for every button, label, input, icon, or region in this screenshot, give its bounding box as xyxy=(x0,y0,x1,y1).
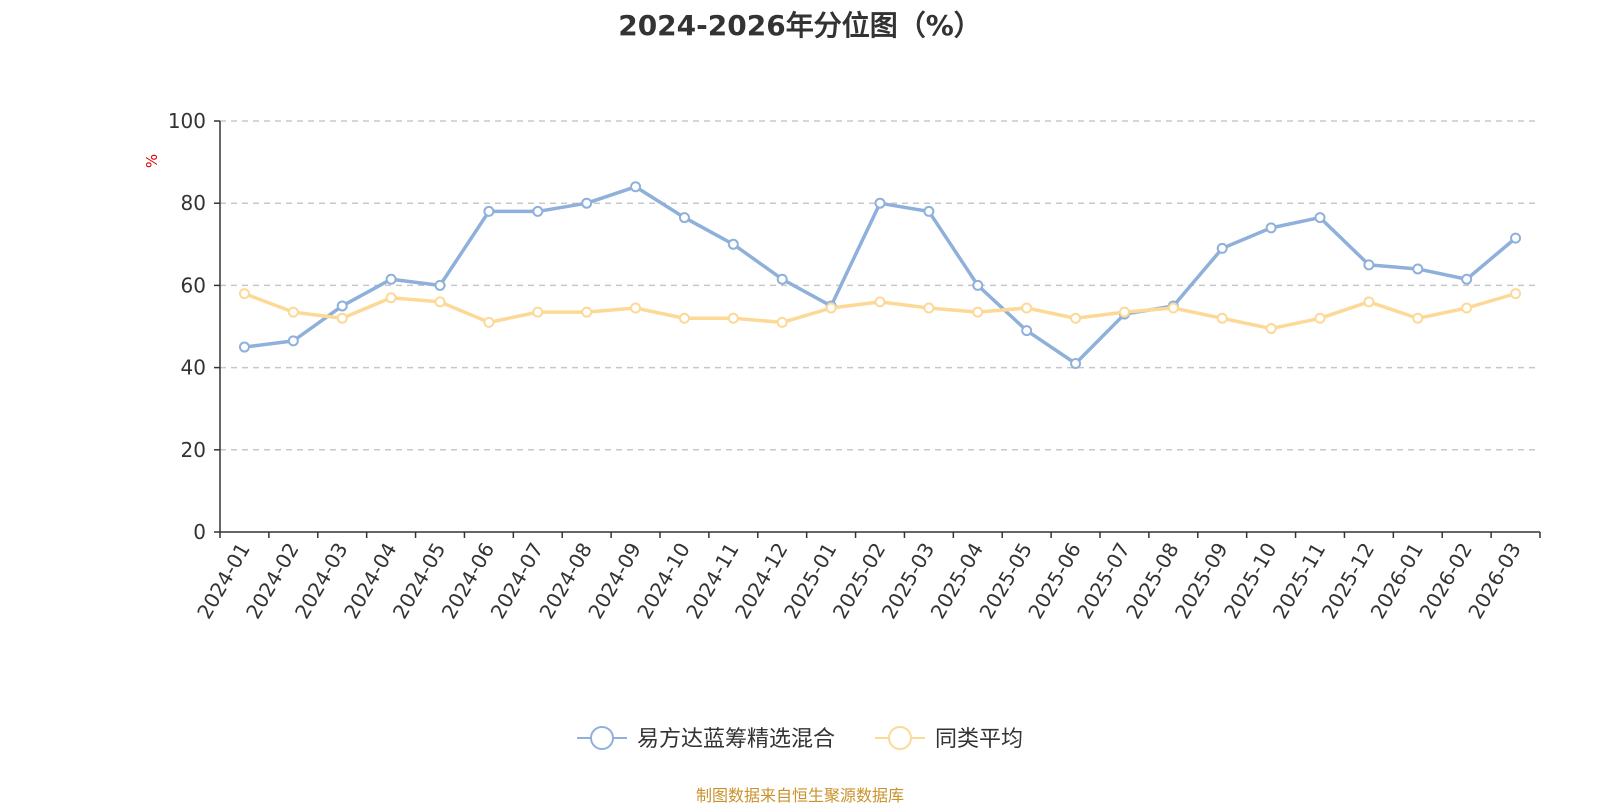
series-line-1 xyxy=(244,185,1517,366)
data-point-series-2 xyxy=(678,312,690,324)
data-point-series-1 xyxy=(287,335,299,347)
series-layer xyxy=(238,181,1522,369)
data-point-series-2 xyxy=(1070,312,1082,324)
y-axis-unit: % xyxy=(143,154,161,168)
data-point-series-1 xyxy=(532,205,544,217)
data-point-series-2 xyxy=(727,312,739,324)
data-point-series-2 xyxy=(287,306,299,318)
x-tick-labels: 2024-012024-022024-032024-042024-052024-… xyxy=(192,539,1526,623)
data-point-series-1 xyxy=(238,341,250,353)
data-point-series-2 xyxy=(1461,302,1473,314)
legend-marker xyxy=(590,726,614,750)
data-point-series-1 xyxy=(336,300,348,312)
data-point-series-2 xyxy=(1167,302,1179,314)
data-point-series-2 xyxy=(1021,302,1033,314)
data-point-series-1 xyxy=(776,273,788,285)
data-point-series-1 xyxy=(581,197,593,209)
data-point-series-2 xyxy=(434,296,446,308)
data-point-series-2 xyxy=(336,312,348,324)
data-point-series-2 xyxy=(874,296,886,308)
data-point-series-2 xyxy=(972,306,984,318)
data-point-series-2 xyxy=(1314,312,1326,324)
y-tick-label: 100 xyxy=(168,109,206,133)
data-point-series-2 xyxy=(385,292,397,304)
data-point-series-1 xyxy=(1412,263,1424,275)
data-point-series-2 xyxy=(1216,312,1228,324)
data-point-series-2 xyxy=(581,306,593,318)
data-point-series-1 xyxy=(727,238,739,250)
data-point-series-1 xyxy=(1314,212,1326,224)
data-point-series-2 xyxy=(483,316,495,328)
data-point-series-2 xyxy=(776,316,788,328)
data-point-series-2 xyxy=(1118,306,1130,318)
y-tick-label: 0 xyxy=(193,520,206,544)
data-point-series-1 xyxy=(1216,242,1228,254)
data-point-series-2 xyxy=(1412,312,1424,324)
data-point-series-1 xyxy=(1510,232,1522,244)
data-point-series-2 xyxy=(1265,323,1277,335)
data-point-series-1 xyxy=(1070,357,1082,369)
data-point-series-1 xyxy=(1021,325,1033,337)
legend-marker xyxy=(888,726,912,750)
grid-lines xyxy=(220,120,1540,451)
y-tick-labels: 0 20 40 60 80 100 xyxy=(168,109,206,544)
legend-label: 同类平均 xyxy=(935,727,1023,752)
y-tick-label: 40 xyxy=(181,356,206,380)
data-point-series-1 xyxy=(1363,259,1375,271)
data-point-series-2 xyxy=(923,302,935,314)
legend: 易方达蓝筹精选混合 同类平均 xyxy=(577,726,1023,752)
data-point-series-2 xyxy=(532,306,544,318)
data-point-series-1 xyxy=(1461,273,1473,285)
data-point-series-1 xyxy=(923,205,935,217)
data-point-series-2 xyxy=(630,302,642,314)
data-point-series-1 xyxy=(434,279,446,291)
data-point-series-1 xyxy=(1265,222,1277,234)
legend-label: 易方达蓝筹精选混合 xyxy=(637,727,835,752)
y-tick-label: 60 xyxy=(181,273,206,297)
data-point-series-2 xyxy=(825,302,837,314)
legend-item-2: 同类平均 xyxy=(875,726,1023,752)
data-point-series-2 xyxy=(1510,288,1522,300)
y-tick-label: 80 xyxy=(181,191,206,215)
data-point-series-1 xyxy=(483,205,495,217)
data-point-series-2 xyxy=(1363,296,1375,308)
legend-item-1: 易方达蓝筹精选混合 xyxy=(577,726,835,752)
data-point-series-2 xyxy=(238,288,250,300)
data-point-series-1 xyxy=(630,181,642,193)
data-point-series-1 xyxy=(972,279,984,291)
source-note: 制图数据来自恒生聚源数据库 xyxy=(695,786,904,805)
data-point-series-1 xyxy=(874,197,886,209)
data-point-series-1 xyxy=(678,212,690,224)
axes xyxy=(214,120,1541,538)
y-tick-label: 20 xyxy=(181,438,206,462)
chart-title: 2024-2026年分位图（%） xyxy=(618,9,982,42)
data-point-series-1 xyxy=(385,273,397,285)
